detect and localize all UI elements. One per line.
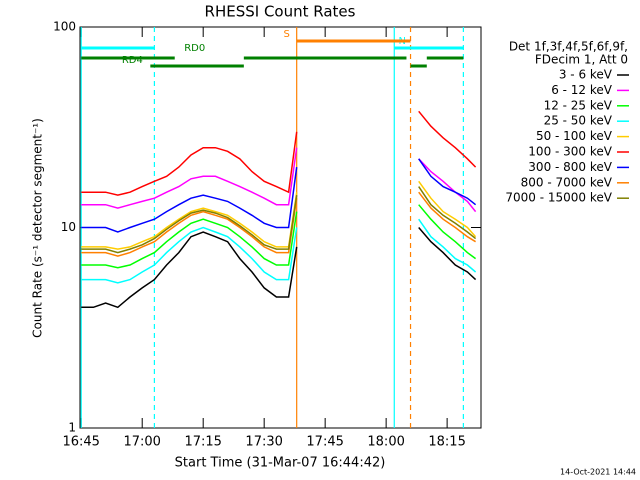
x-tick-label: 17:30 [245, 435, 282, 450]
legend-label: 3 - 6 keV [559, 68, 613, 82]
y-tick-label: 1 [68, 421, 76, 435]
series-line [81, 204, 477, 269]
x-tick-label: 16:45 [62, 435, 99, 450]
y-tick-label: 100 [53, 20, 76, 34]
annotation-label: RD4 [122, 55, 143, 66]
legend-label: 12 - 25 keV [544, 98, 613, 112]
y-tick-label: 10 [61, 220, 76, 234]
series-line [81, 186, 477, 254]
x-tick-label: 18:00 [367, 435, 404, 450]
annotation-label: RD0 [184, 43, 205, 54]
legend-label: 7000 - 15000 keV [505, 191, 612, 205]
legend-label: 300 - 800 keV [528, 160, 612, 174]
x-tick-label: 18:15 [428, 435, 465, 450]
legend-label: 100 - 300 keV [528, 145, 612, 159]
legend-header: FDecim 1, Att 0 [535, 53, 628, 67]
series-line [81, 180, 477, 250]
series-line [81, 147, 477, 213]
legend-label: 6 - 12 keV [551, 83, 613, 97]
series-line [81, 191, 476, 257]
x-tick-label: 17:15 [184, 435, 221, 450]
chart-title: RHESSI Count Rates [205, 3, 356, 21]
legend-label: 25 - 50 keV [544, 114, 613, 128]
y-axis-label: Count Rate (s⁻¹ detector segment⁻¹) [31, 118, 45, 338]
x-tick-label: 17:45 [306, 435, 343, 450]
series-line [81, 227, 477, 309]
series-line [81, 218, 477, 284]
legend-header: Det 1f,3f,4f,5f,6f,9f, [509, 40, 628, 54]
x-axis-label: Start Time (31-Mar-07 16:44:42) [175, 456, 386, 471]
x-tick-label: 17:00 [123, 435, 160, 450]
legend-label: 50 - 100 keV [536, 129, 613, 143]
series-line [81, 158, 477, 233]
legend-label: 800 - 7000 keV [521, 175, 613, 189]
series-line [81, 110, 477, 196]
annotation-label: S [284, 29, 290, 40]
footer: 14-Oct-2021 14:44 [560, 468, 636, 477]
